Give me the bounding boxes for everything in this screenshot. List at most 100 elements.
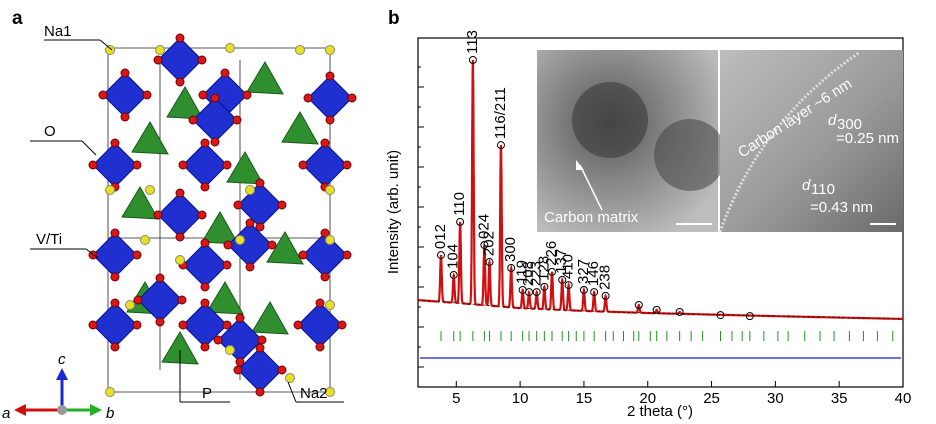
oxygen-atom	[110, 342, 120, 352]
phosphate-tetrahedron	[251, 301, 289, 335]
observed-peak	[745, 312, 754, 321]
oxygen-atom	[153, 210, 163, 220]
oxygen-atom	[200, 182, 210, 192]
sodium-atom	[325, 45, 335, 55]
phosphate-tetrahedron	[166, 86, 204, 120]
observed-peak	[652, 305, 661, 314]
oxygen-atom	[255, 222, 265, 232]
fit-curve	[418, 59, 903, 320]
oxygen-atom	[235, 313, 245, 323]
oxygen-atom	[220, 68, 230, 78]
vti-octahedron	[302, 232, 348, 278]
x-tick-label: 15	[576, 390, 593, 407]
oxygen-atom	[255, 178, 265, 188]
vti-octahedron	[92, 142, 138, 188]
oxygen-atom	[110, 228, 120, 238]
oxygen-atom	[277, 365, 287, 375]
oxygen-atom	[315, 298, 325, 308]
sodium-atom	[125, 300, 135, 310]
oxygen-atom	[88, 160, 98, 170]
sodium-atom	[105, 45, 115, 55]
oxygen-atom	[133, 295, 143, 305]
oxygen-atom	[110, 272, 120, 282]
phosphate-tetrahedron	[121, 186, 159, 220]
x-tick-label: 25	[703, 390, 720, 407]
panel-label: b	[388, 8, 400, 29]
vti-octahedron	[227, 222, 273, 268]
oxygen-atom	[342, 160, 352, 170]
oxygen-atom	[142, 90, 152, 100]
oxygen-atom	[175, 77, 185, 87]
hrtem-image	[720, 50, 903, 232]
oxygen-atom	[198, 90, 208, 100]
inset-label: 110	[811, 181, 835, 198]
oxygen-atom	[303, 93, 313, 103]
observed-peak	[485, 258, 494, 267]
oxygen-atom	[267, 240, 277, 250]
observed-peak	[468, 55, 477, 64]
oxygen-atom	[175, 188, 185, 198]
x-tick-label: 30	[767, 390, 784, 407]
observed-peak	[540, 282, 549, 291]
oxygen-atom	[132, 320, 142, 330]
sodium-atom	[325, 387, 335, 397]
crystal-structure	[88, 33, 357, 397]
inset-images: Carbon matrix Carbon layer ~6 nm d 300 =…	[537, 50, 903, 233]
sodium-atom	[235, 235, 245, 245]
sodium-atom	[325, 235, 335, 245]
x-tick-label: 40	[895, 390, 912, 407]
y-axis-label: Intensity (arb. unit)	[385, 150, 402, 274]
panel-a: a Na1 O V/Ti P Na2 c a b	[2, 8, 357, 422]
oxygen-atom	[178, 160, 188, 170]
oxygen-atom	[222, 320, 232, 330]
atom-label: Na1	[44, 23, 72, 40]
observed-peak	[601, 291, 610, 300]
sodium-atom	[295, 45, 305, 55]
oxygen-atom	[325, 71, 335, 81]
vti-octahedron	[302, 142, 348, 188]
vti-octahedron	[182, 242, 228, 288]
peak-label: 410	[560, 254, 577, 279]
peak-label: 119	[514, 260, 531, 284]
oxygen-atom	[200, 138, 210, 148]
oxygen-atom	[188, 115, 198, 125]
panel-b: b 2 theta (°) Intensity (arb. unit) 5 10 1…	[385, 8, 911, 420]
sodium-atom	[155, 45, 165, 55]
peak-label: 024	[475, 214, 492, 239]
oxygen-atom	[347, 93, 357, 103]
oxygen-atom	[233, 200, 243, 210]
oxygen-atom	[132, 250, 142, 260]
observed-peak	[525, 288, 534, 297]
observed-peak	[548, 267, 557, 276]
peak-label: 223	[528, 261, 545, 286]
sodium-atom	[325, 300, 335, 310]
oxygen-atom	[293, 320, 303, 330]
oxygen-atom	[213, 335, 223, 345]
oxygen-atom	[325, 115, 335, 125]
oxygen-atom	[175, 33, 185, 43]
sodium-atom	[225, 345, 235, 355]
oxygen-atom	[210, 93, 220, 103]
inset-label: =0.25 nm	[836, 130, 899, 147]
vti-octahedron	[102, 72, 148, 118]
phosphate-tetrahedron	[226, 151, 264, 185]
x-axis-label: 2 theta (°)	[627, 403, 693, 420]
peak-label: 300	[502, 237, 519, 262]
oxygen-atom	[175, 232, 185, 242]
sodium-atom	[175, 255, 185, 265]
x-tick-label: 5	[452, 390, 460, 407]
oxygen-atom	[200, 282, 210, 292]
oxygen-atom	[298, 250, 308, 260]
oxygen-atom	[132, 160, 142, 170]
oxygen-atom	[197, 55, 207, 65]
atom-label: P	[202, 385, 212, 402]
phosphate-tetrahedron	[131, 121, 169, 155]
oxygen-atom	[320, 138, 330, 148]
peak-label: 137	[553, 249, 570, 274]
peak-label: 238	[597, 265, 614, 290]
peak-label: 202	[480, 231, 497, 256]
peak-label: 226	[543, 241, 560, 266]
oxygen-atom	[242, 90, 252, 100]
observed-peak	[634, 300, 643, 309]
